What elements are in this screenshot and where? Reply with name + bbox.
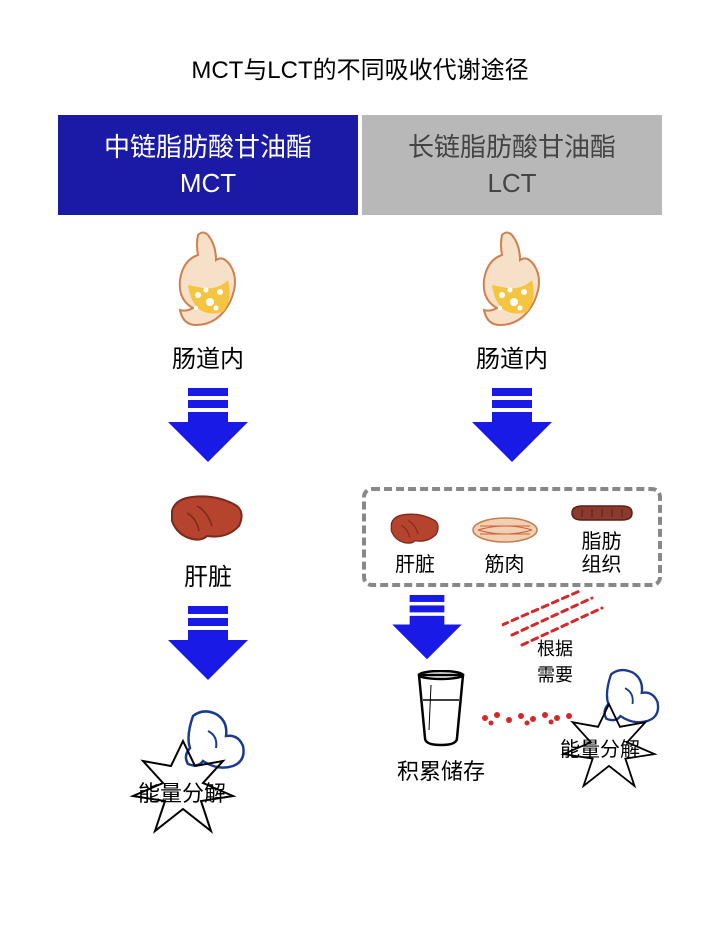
arrow-icon xyxy=(168,606,248,687)
lct-stomach-icon xyxy=(472,225,552,335)
mct-column: 中链脂肪酸甘油酯 MCT 肠道内 肝脏 能量分解 xyxy=(58,115,358,821)
lct-header-line1: 长链脂肪酸甘油酯 xyxy=(408,129,616,165)
mct-energy-block: 能量分解 xyxy=(143,701,273,821)
mct-stomach-icon xyxy=(168,225,248,335)
arrow-icon xyxy=(472,388,552,469)
lct-cup-block: 积累储存 xyxy=(397,670,485,786)
lct-need-label: 根据 需要 xyxy=(537,635,573,687)
arrow-icon xyxy=(392,595,462,666)
columns-container: 中链脂肪酸甘油酯 MCT 肠道内 肝脏 能量分解 长链脂肪酸甘油酯 xyxy=(40,115,680,821)
lct-header: 长链脂肪酸甘油酯 LCT xyxy=(362,115,662,215)
lct-storage-label: 积累储存 xyxy=(397,754,485,786)
lct-energy-label: 能量分解 xyxy=(560,733,640,762)
lct-intestine-label: 肠道内 xyxy=(476,339,548,374)
lct-final-row: 根据 需要 积累储存 能量分解 xyxy=(352,595,672,795)
lct-box-fat: 脂肪 组织 xyxy=(567,501,637,577)
arrow-icon xyxy=(168,388,248,469)
mct-liver-label: 肝脏 xyxy=(184,557,232,592)
cup-icon xyxy=(411,670,471,750)
mct-energy-label: 能量分解 xyxy=(138,776,226,808)
mct-intestine-label: 肠道内 xyxy=(172,339,244,374)
need-line1: 根据 xyxy=(537,635,573,661)
mct-liver-icon xyxy=(167,483,249,553)
diagram-title: MCT与LCT的不同吸收代谢途径 xyxy=(40,50,680,85)
lct-box-liver: 肝脏 xyxy=(388,510,443,577)
lct-header-line2: LCT xyxy=(487,165,536,201)
mct-header-line1: 中链脂肪酸甘油酯 xyxy=(104,129,312,165)
lct-column: 长链脂肪酸甘油酯 LCT 肠道内 肝脏 筋肉 脂肪 组织 xyxy=(362,115,662,821)
mct-header: 中链脂肪酸甘油酯 MCT xyxy=(58,115,358,215)
need-line2: 需要 xyxy=(537,661,573,687)
lct-energy-block: 能量分解 xyxy=(572,655,692,785)
lct-box-muscle-label: 筋肉 xyxy=(485,554,525,577)
lct-box-muscle: 筋肉 xyxy=(470,512,540,577)
mct-header-line2: MCT xyxy=(180,165,236,201)
lct-organs-box: 肝脏 筋肉 脂肪 组织 xyxy=(362,487,662,587)
lct-box-fat-label: 脂肪 组织 xyxy=(582,531,622,577)
lct-box-liver-label: 肝脏 xyxy=(395,554,435,577)
